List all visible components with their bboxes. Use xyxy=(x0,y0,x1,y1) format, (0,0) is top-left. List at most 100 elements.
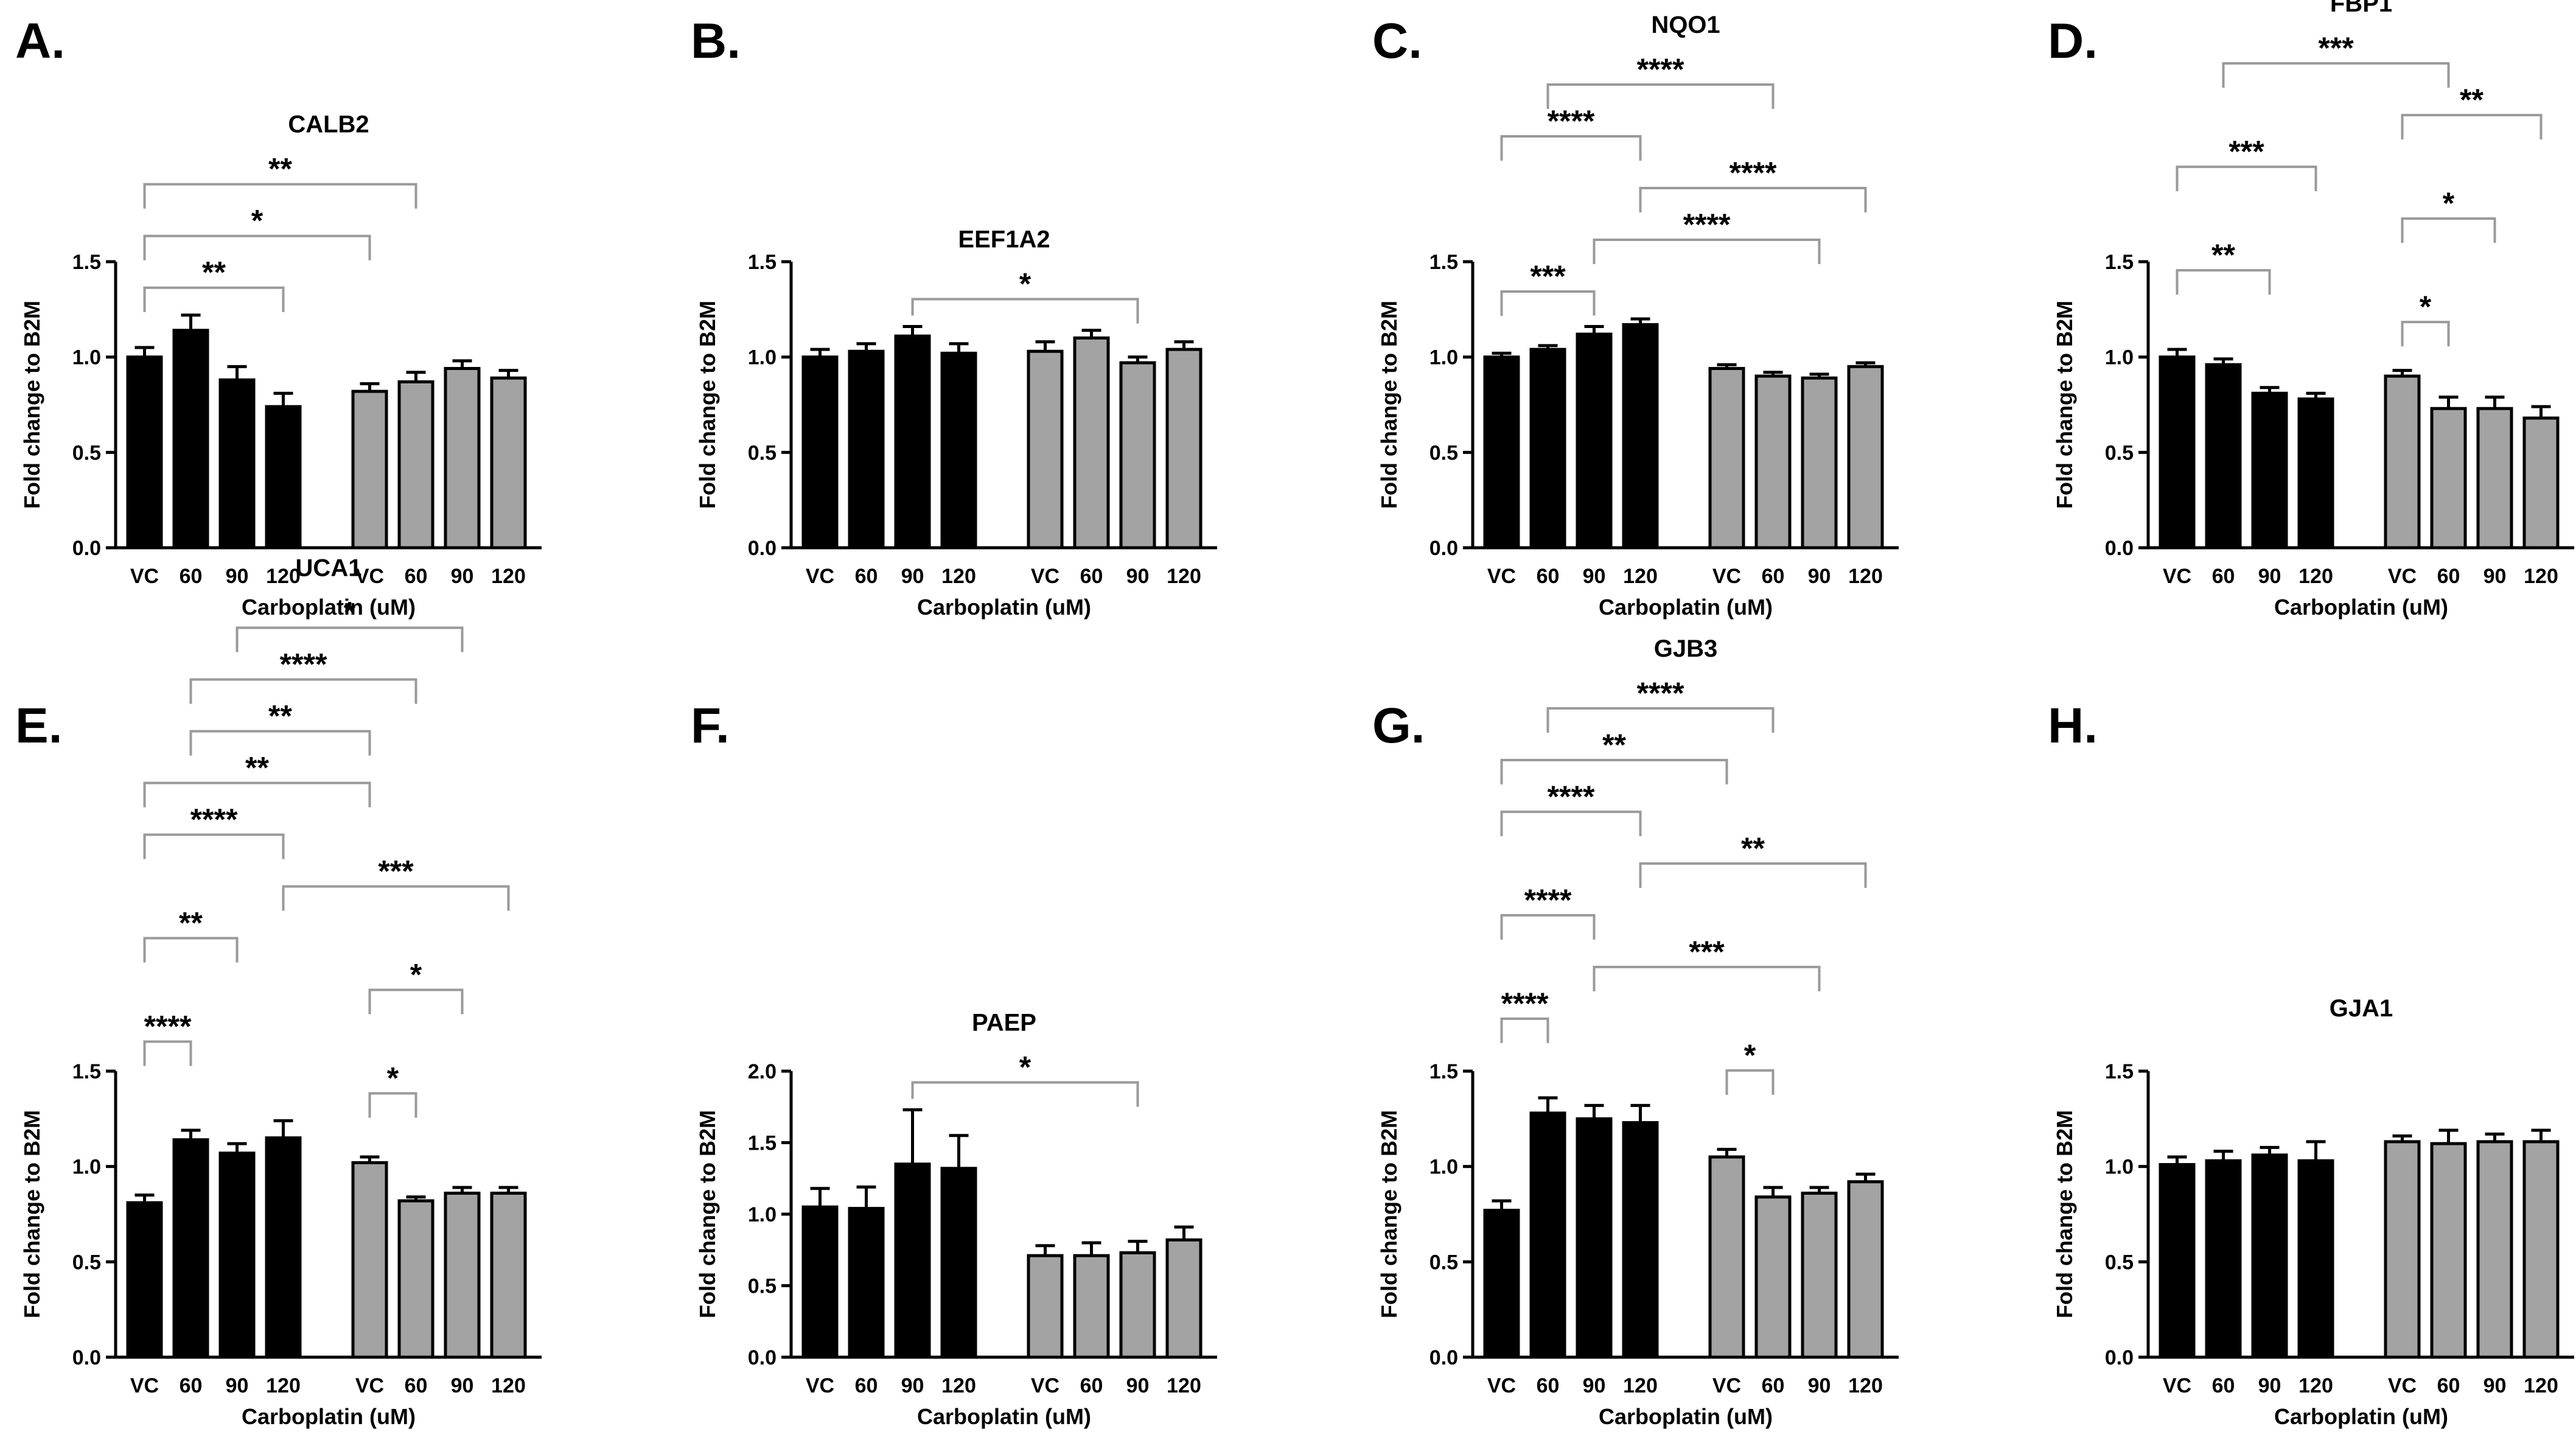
x-tick-label: 90 xyxy=(901,565,924,588)
bar-black-2 xyxy=(218,1151,256,1359)
significance-bracket: *** xyxy=(282,854,510,911)
bar-gray-7 xyxy=(1847,365,1884,550)
x-tick-label: VC xyxy=(1487,1374,1516,1397)
x-tick-label: 90 xyxy=(901,1374,924,1397)
error-bar-4 xyxy=(2392,369,2412,376)
significance-stars: *** xyxy=(1530,259,1566,293)
x-axis-label: Carboplatin (uM) xyxy=(1599,1404,1773,1429)
error-bar-3 xyxy=(1630,317,1650,325)
x-tick-label: 120 xyxy=(2524,1374,2558,1397)
x-tick-label: 120 xyxy=(491,565,526,588)
bar-black-1 xyxy=(2205,363,2242,550)
error-bar-6 xyxy=(2485,395,2505,409)
significance-bracket: ** xyxy=(1639,831,1867,888)
x-tick-label: 90 xyxy=(1808,1374,1831,1397)
significance-stars: **** xyxy=(1548,104,1595,138)
significance-bracket: **** xyxy=(1500,883,1596,940)
bar-gray-6 xyxy=(2476,1140,2513,1359)
error-bar-5 xyxy=(2438,1128,2459,1144)
x-tick-label: 60 xyxy=(2212,1374,2235,1397)
error-bar-4 xyxy=(1717,363,1737,369)
y-axis-label: Fold change to B2M xyxy=(2052,301,2077,509)
significance-stars: * xyxy=(251,204,264,238)
significance-stars: * xyxy=(1744,1038,1756,1072)
x-tick-label: 90 xyxy=(1126,1374,1150,1397)
significance-stars: * xyxy=(387,1061,399,1095)
bar-black-2 xyxy=(2251,391,2288,550)
bar-black-3 xyxy=(940,1167,977,1359)
bar-black-1 xyxy=(1529,348,1566,550)
significance-stars: * xyxy=(2420,290,2432,324)
x-tick-label: 60 xyxy=(405,565,428,588)
bar-black-1 xyxy=(848,349,885,550)
significance-bracket: * xyxy=(911,1050,1139,1107)
x-tick-label: VC xyxy=(355,565,384,588)
chart-title: NQO1 xyxy=(1651,12,1720,38)
bar-black-0 xyxy=(126,355,163,550)
error-bar-0 xyxy=(134,346,155,357)
error-bar-4 xyxy=(1035,340,1055,352)
panel-letter: A. xyxy=(15,13,65,69)
significance-bracket: * xyxy=(2401,290,2450,347)
bar-black-0 xyxy=(2159,355,2196,550)
x-tick-label: 60 xyxy=(2437,1374,2460,1397)
bar-black-2 xyxy=(2251,1153,2288,1359)
panel-letter: B. xyxy=(691,13,741,69)
bar-gray-7 xyxy=(1165,348,1202,550)
significance-bracket: **** xyxy=(143,802,285,859)
bar-black-0 xyxy=(126,1201,163,1359)
panel-calb2: A. 0.0 0.5 1.0 1.5 VC 60 90 120 VC 60 90 120 Carbopla… xyxy=(15,13,542,620)
significance-stars: *** xyxy=(378,854,414,888)
significance-bracket: * xyxy=(143,204,371,260)
x-tick-label: 90 xyxy=(226,565,249,588)
significance-bracket: * xyxy=(236,595,464,652)
chart-title: UCA1 xyxy=(296,554,362,581)
panel-letter: F. xyxy=(691,698,730,753)
x-tick-label: 90 xyxy=(451,565,474,588)
significance-stars: * xyxy=(344,595,356,629)
significance-bracket: **** xyxy=(1639,156,1867,212)
x-tick-label: 90 xyxy=(451,1374,474,1397)
bar-gray-5 xyxy=(2430,1142,2467,1359)
bar-gray-5 xyxy=(397,1199,435,1359)
error-bar-1 xyxy=(856,342,876,352)
error-bar-2 xyxy=(227,1142,247,1153)
panel-letter: H. xyxy=(2048,698,2098,753)
x-tick-label: 60 xyxy=(2437,565,2460,588)
x-tick-label: VC xyxy=(130,565,159,588)
significance-stars: **** xyxy=(280,647,327,681)
panel-letter: E. xyxy=(15,698,62,753)
bar-gray-7 xyxy=(2522,416,2560,550)
x-tick-label: 120 xyxy=(1167,565,1201,588)
bar-black-3 xyxy=(940,351,977,550)
significance-bracket: ** xyxy=(2176,238,2271,295)
y-tick-label: 0.5 xyxy=(748,441,777,464)
bar-gray-5 xyxy=(1073,336,1110,550)
error-bar-7 xyxy=(1174,340,1194,350)
bar-gray-5 xyxy=(1754,1195,1792,1359)
error-bar-7 xyxy=(1855,1172,1876,1182)
x-tick-label: 120 xyxy=(1623,565,1658,588)
y-tick-label: 1.5 xyxy=(1429,251,1458,274)
significance-stars: **** xyxy=(1501,987,1549,1021)
significance-stars: *** xyxy=(2318,31,2354,65)
error-bar-2 xyxy=(1584,1103,1604,1119)
error-bar-2 xyxy=(902,325,923,337)
error-bar-2 xyxy=(902,1108,923,1164)
error-bar-7 xyxy=(1174,1225,1194,1240)
significance-stars: ** xyxy=(245,750,269,784)
significance-bracket: **** xyxy=(189,647,417,704)
bar-gray-5 xyxy=(1073,1254,1110,1359)
error-bar-6 xyxy=(2485,1132,2505,1142)
y-tick-label: 0.0 xyxy=(1429,537,1458,560)
significance-stars: **** xyxy=(1730,156,1777,190)
bar-black-2 xyxy=(1576,332,1613,550)
error-bar-0 xyxy=(810,1187,830,1207)
bar-black-3 xyxy=(1622,323,1659,550)
significance-bracket: * xyxy=(2401,186,2496,243)
x-tick-label: 90 xyxy=(1126,565,1150,588)
bar-black-0 xyxy=(801,355,839,550)
x-tick-label: VC xyxy=(1712,565,1741,588)
error-bar-4 xyxy=(360,382,380,392)
y-tick-label: 0.5 xyxy=(1429,441,1458,464)
